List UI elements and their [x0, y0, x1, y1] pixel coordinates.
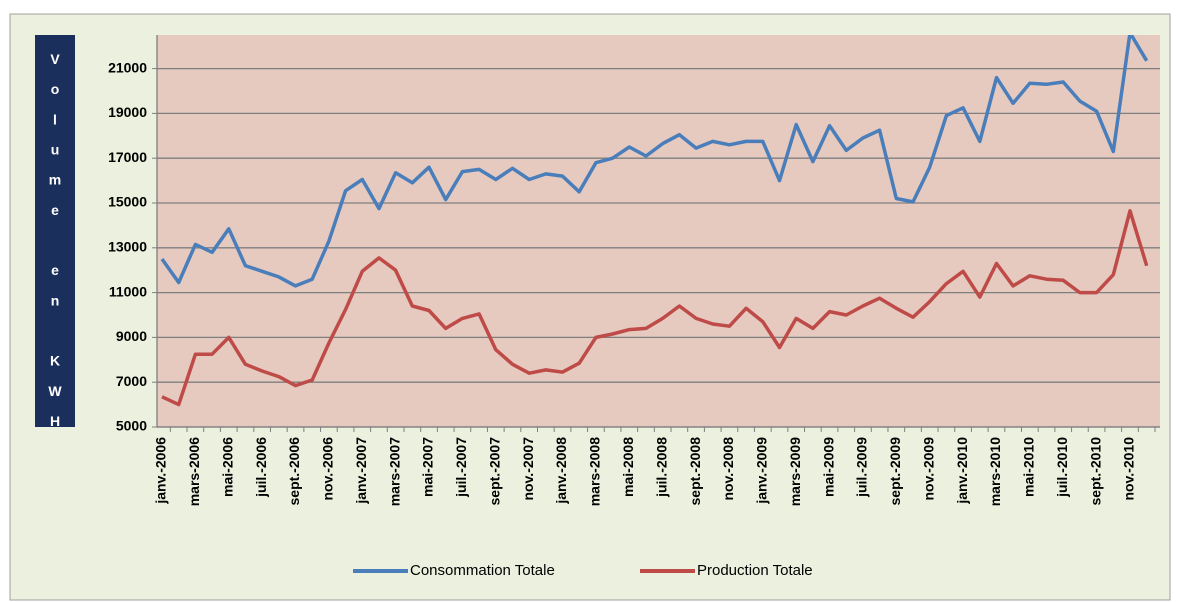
x-tick-label: juil.-2007: [453, 437, 469, 498]
series-line: [160, 35, 1149, 288]
y-axis-title-box: [35, 35, 75, 427]
x-tick-label: janv.-2007: [353, 437, 369, 505]
x-tick-label: nov.-2010: [1121, 437, 1137, 501]
plot-area: [157, 35, 1160, 427]
x-tick-label: mars-2006: [186, 437, 202, 506]
x-tick-label: mai-2010: [1021, 437, 1037, 497]
x-tick-label: mai-2008: [620, 437, 636, 497]
x-tick-label: janv.-2010: [954, 437, 970, 505]
y-tick-label: 15000: [108, 194, 147, 210]
y-tick-label: 11000: [109, 283, 147, 299]
series-line: [161, 209, 1149, 407]
x-tick-label: nov.-2009: [920, 437, 936, 501]
x-tick-label: sept.-2007: [486, 437, 502, 506]
x-tick-label: juil.-2006: [253, 437, 269, 498]
y-tick-label: 9000: [116, 328, 147, 344]
y-tick-label: 13000: [108, 239, 147, 255]
x-tick-label: sept.-2006: [286, 437, 302, 506]
x-tick-label: juil.-2008: [653, 437, 669, 498]
y-tick-label: 7000: [116, 373, 147, 389]
x-tick-label: mars-2007: [386, 437, 402, 506]
legend-label: Production Totale: [697, 562, 813, 579]
x-tick-label: mars-2008: [587, 437, 603, 506]
x-tick-label: sept.-2009: [887, 437, 903, 506]
x-tick-label: nov.-2006: [320, 437, 336, 501]
x-tick-label: mars-2010: [987, 437, 1003, 506]
x-tick-label: janv.-2008: [553, 437, 569, 505]
y-tick-label: 21000: [108, 59, 147, 75]
x-tick-label: mai-2006: [219, 437, 235, 497]
x-tick-label: mai-2009: [820, 437, 836, 497]
x-tick-label: mai-2007: [420, 437, 436, 497]
legend-label: Consommation Totale: [410, 562, 555, 579]
x-tick-label: nov.-2008: [720, 437, 736, 501]
x-tick-label: sept.-2010: [1087, 437, 1103, 506]
x-tick-label: juil.-2009: [854, 437, 870, 498]
x-tick-label: juil.-2010: [1054, 437, 1070, 498]
x-tick-label: sept.-2008: [687, 437, 703, 506]
x-tick-label: mars-2009: [787, 437, 803, 506]
x-tick-label: nov.-2007: [520, 437, 536, 501]
x-tick-label: janv.-2009: [754, 437, 770, 505]
x-tick-label: janv.-2006: [153, 437, 169, 505]
y-tick-label: 5000: [116, 418, 147, 434]
y-tick-label: 17000: [108, 149, 147, 165]
y-tick-label: 19000: [108, 104, 147, 120]
